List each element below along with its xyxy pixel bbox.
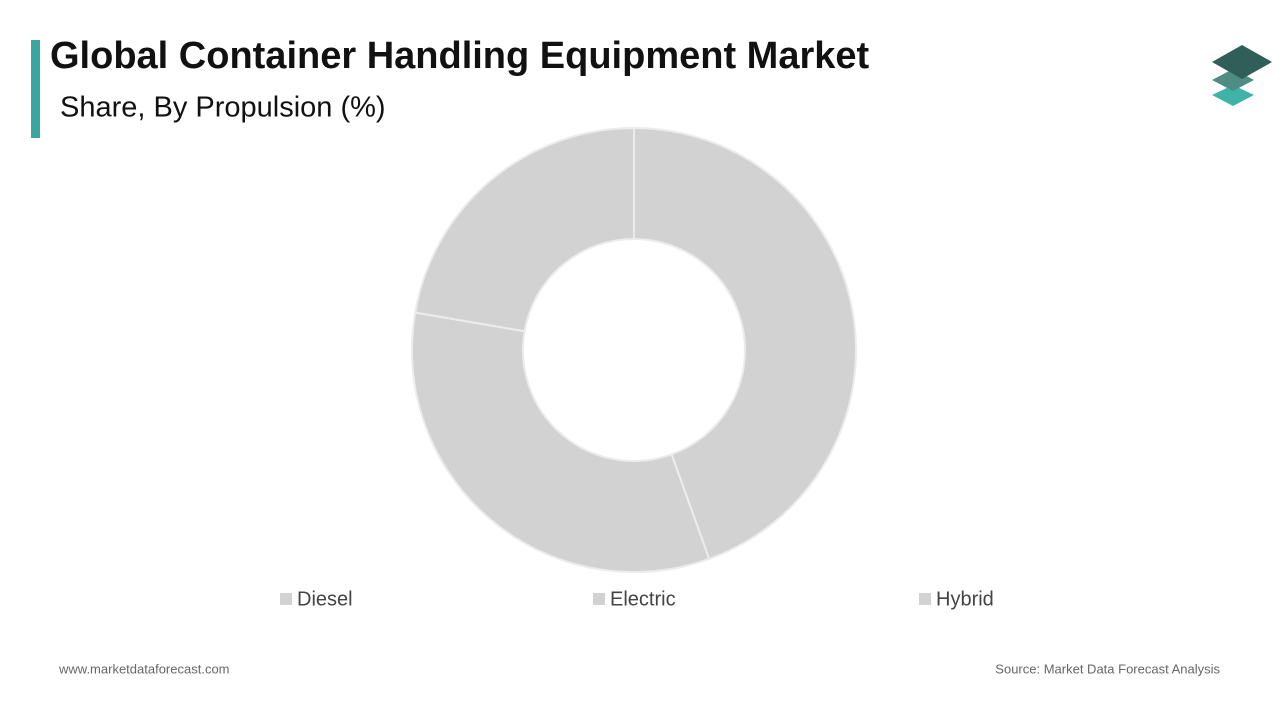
legend-label: Electric	[610, 588, 676, 610]
donut-segment	[633, 126, 857, 561]
chart-title: Global Container Handling Equipment Mark…	[50, 35, 870, 77]
footer-source: Source: Market Data Forecast Analysis	[995, 661, 1220, 676]
legend-label: Diesel	[297, 588, 353, 610]
logo	[1212, 45, 1272, 106]
chart-subtitle: Share, By Propulsion (%)	[60, 92, 386, 124]
donut-segment	[414, 126, 635, 333]
legend-swatch	[280, 593, 292, 605]
legend-swatch	[919, 593, 931, 605]
legend-swatch	[593, 593, 605, 605]
donut-segment	[411, 311, 711, 573]
footer-website: www.marketdataforecast.com	[58, 661, 230, 676]
title-accent	[31, 40, 40, 138]
legend-label: Hybrid	[936, 588, 994, 610]
